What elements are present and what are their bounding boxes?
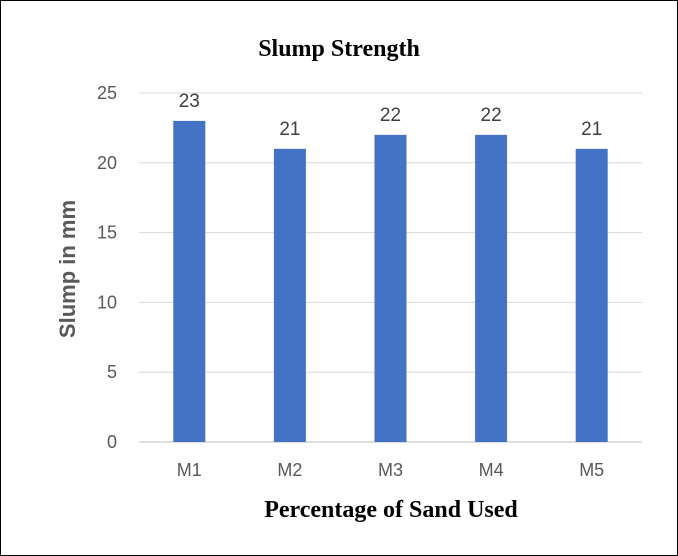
data-labels: 23 21 22 22 21 [179,91,603,140]
y-tick-label: 20 [97,153,117,173]
bars [173,120,608,443]
data-label-m1: 23 [179,91,200,112]
x-tick-label-m4: M4 [479,460,504,480]
y-axis-title: Slump in mm [55,200,80,338]
x-axis-ticks: M1 M2 M3 M4 M5 [177,460,604,480]
chart-title: Slump Strength [258,36,420,62]
x-axis-title: Percentage of Sand Used [264,497,518,523]
bar-m2 [273,148,306,442]
x-tick-label-m2: M2 [277,460,302,480]
x-tick-label-m3: M3 [378,460,403,480]
bar-m4 [475,134,508,442]
y-tick-label: 15 [97,223,117,243]
bar-m3 [374,134,407,442]
y-tick-label: 0 [107,432,117,452]
x-tick-label-m5: M5 [579,460,604,480]
y-tick-label: 10 [97,292,117,312]
data-label-m4: 22 [481,105,502,126]
data-label-m2: 21 [279,119,300,140]
bar-m1 [173,120,206,443]
data-label-m5: 21 [581,119,602,140]
data-label-m3: 22 [380,105,401,126]
bar-m5 [575,148,608,442]
y-axis-ticks: 0 5 10 15 20 25 [97,83,117,452]
x-tick-label-m1: M1 [177,460,202,480]
y-tick-label: 25 [97,83,117,103]
y-tick-label: 5 [107,362,117,382]
